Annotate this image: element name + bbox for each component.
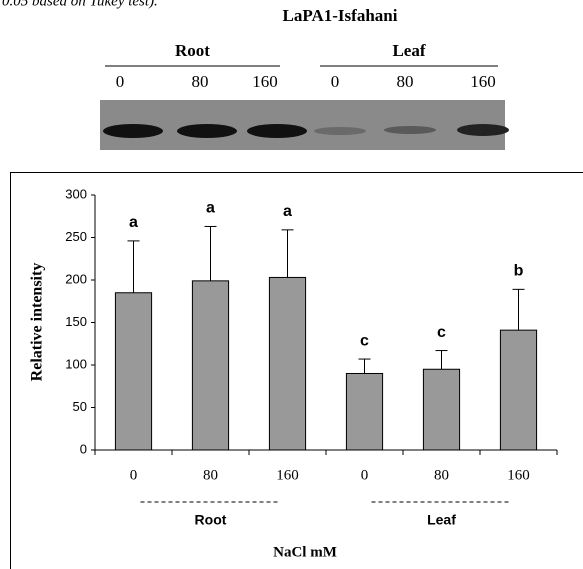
significance-letter: c xyxy=(360,332,369,349)
bar xyxy=(192,281,228,450)
y-tick-label: 250 xyxy=(65,229,87,244)
gel-group-label: Root xyxy=(175,41,210,60)
gel-lane-label: 80 xyxy=(397,72,414,91)
x-tick-label: 160 xyxy=(276,467,299,483)
gel-title: LaPA1-Isfahani xyxy=(283,6,398,25)
group-label: Leaf xyxy=(427,512,456,528)
y-tick-label: 200 xyxy=(65,271,87,286)
y-tick-label: 100 xyxy=(65,356,87,371)
figure: 0.05 based on Tukey test). LaPA1-Isfahan… xyxy=(0,0,583,569)
significance-letter: a xyxy=(206,200,215,217)
bar xyxy=(500,330,536,450)
gel-band xyxy=(177,124,237,138)
gel-lane-label: 160 xyxy=(252,72,278,91)
x-axis-label: NaCl mM xyxy=(273,544,337,560)
y-tick-label: 0 xyxy=(80,441,87,456)
gel-band xyxy=(103,124,163,138)
gel-lane-label: 80 xyxy=(192,72,209,91)
y-tick-label: 50 xyxy=(73,399,87,414)
y-tick-label: 150 xyxy=(65,314,87,329)
gel-lane-label: 160 xyxy=(470,72,496,91)
gel-band xyxy=(457,124,509,136)
significance-letter: b xyxy=(514,263,524,280)
bar xyxy=(115,293,151,450)
bar xyxy=(346,374,382,451)
significance-letter: a xyxy=(129,214,138,231)
significance-letter: a xyxy=(283,203,292,220)
bar xyxy=(423,369,459,450)
group-label: Root xyxy=(195,512,227,528)
gel-band xyxy=(314,127,366,135)
y-tick-label: 300 xyxy=(65,186,87,201)
page: {"caption_fragment": "0.05 based on Tuke… xyxy=(0,0,583,569)
gel-image xyxy=(100,100,509,150)
significance-letter: c xyxy=(437,324,446,341)
caption-fragment: 0.05 based on Tukey test). xyxy=(2,0,158,9)
gel-band xyxy=(247,124,307,138)
gel-group-label: Leaf xyxy=(392,41,425,60)
gel-lane-label: 0 xyxy=(331,72,340,91)
bar xyxy=(269,277,305,450)
gel-background xyxy=(100,100,505,150)
y-axis-label: Relative intensity xyxy=(29,263,46,382)
x-tick-label: 0 xyxy=(130,467,138,483)
gel-lane-label: 0 xyxy=(116,72,125,91)
gel-band xyxy=(384,126,436,134)
x-tick-label: 80 xyxy=(203,467,218,483)
x-tick-label: 160 xyxy=(507,467,530,483)
x-tick-label: 0 xyxy=(361,467,369,483)
x-tick-label: 80 xyxy=(434,467,449,483)
